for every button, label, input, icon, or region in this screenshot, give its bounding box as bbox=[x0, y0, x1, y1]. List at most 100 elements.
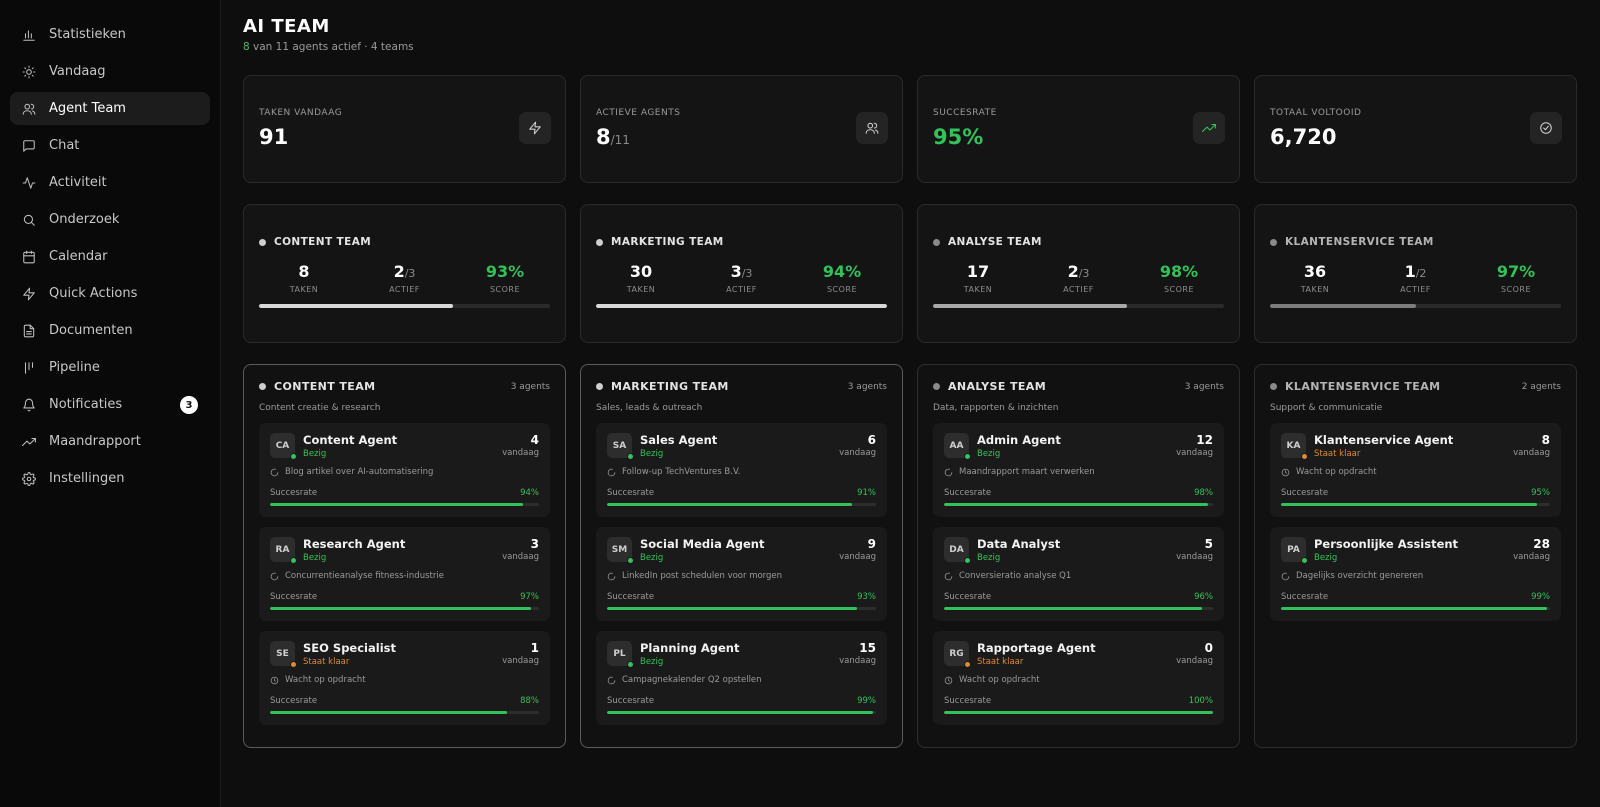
sidebar-item-instellingen[interactable]: Instellingen bbox=[10, 462, 210, 495]
metric-value: 36 bbox=[1303, 262, 1327, 281]
status-indicator bbox=[290, 557, 297, 564]
success-label: Succesrate bbox=[1281, 592, 1329, 602]
agent-task-count: 4 vandaag bbox=[502, 433, 539, 459]
success-bar-fill bbox=[944, 503, 1208, 506]
avatar-initials: RG bbox=[949, 648, 964, 659]
sidebar-item-activiteit[interactable]: Activiteit bbox=[10, 166, 210, 199]
agent-card[interactable]: AA Admin Agent Bezig 12 vandaag Maandrapport … bbox=[933, 423, 1224, 517]
agent-name: Research Agent bbox=[303, 537, 406, 551]
sidebar-item-onderzoek[interactable]: Onderzoek bbox=[10, 203, 210, 236]
agent-current-task: Campagnekalender Q2 opstellen bbox=[607, 675, 876, 685]
metric-taken: 17 TAKEN bbox=[938, 262, 1018, 294]
task-text: Blog artikel over AI-automatisering bbox=[285, 467, 434, 477]
agent-card[interactable]: RA Research Agent Bezig 3 vandaag Concurrenti… bbox=[259, 527, 550, 621]
sidebar-item-label: Activiteit bbox=[49, 175, 107, 190]
agent-card-top: RA Research Agent Bezig 3 vandaag bbox=[270, 537, 539, 564]
agent-task-count: 15 vandaag bbox=[839, 641, 876, 667]
avatar: DA bbox=[944, 537, 971, 564]
team-column: MARKETING TEAM 3 agents Sales, leads & out… bbox=[580, 364, 903, 748]
metric-value: 2/3 bbox=[1039, 262, 1119, 281]
count-number: 28 bbox=[1533, 537, 1550, 551]
count-label: vandaag bbox=[502, 552, 539, 562]
agent-card[interactable]: SM Social Media Agent Bezig 9 vandaag LinkedI… bbox=[596, 527, 887, 621]
task-text: Concurrentieanalyse fitness-industrie bbox=[285, 571, 444, 581]
team-summary-card[interactable]: KLANTENSERVICE TEAM 36 TAKEN 1/2 ACTIEF 97% SC… bbox=[1254, 204, 1577, 343]
sidebar-item-documenten[interactable]: Documenten bbox=[10, 314, 210, 347]
count-label: vandaag bbox=[1176, 448, 1213, 458]
stat-value: 91 bbox=[259, 125, 550, 149]
success-bar bbox=[607, 503, 876, 506]
agent-current-task: Dagelijks overzicht genereren bbox=[1281, 571, 1550, 581]
team-summary-header: ANALYSE TEAM bbox=[933, 236, 1224, 248]
stat-number: 91 bbox=[259, 125, 289, 149]
sidebar-item-vandaag[interactable]: Vandaag bbox=[10, 55, 210, 88]
agent-identity: SM Social Media Agent Bezig bbox=[607, 537, 764, 564]
clock-icon bbox=[1281, 468, 1296, 477]
spinner-icon bbox=[944, 468, 959, 477]
agent-current-task: Wacht op opdracht bbox=[1281, 467, 1550, 477]
agent-info: Research Agent Bezig bbox=[303, 537, 405, 563]
success-label: Succesrate bbox=[607, 592, 655, 602]
count-label: vandaag bbox=[839, 448, 876, 458]
agent-task-count: 0 vandaag bbox=[1176, 641, 1213, 667]
status-indicator bbox=[627, 453, 634, 460]
team-dot bbox=[259, 238, 266, 246]
count-number: 9 bbox=[867, 537, 876, 551]
stat-card: ACTIEVE AGENTS 8/11 bbox=[580, 75, 903, 183]
sidebar-item-statistieken[interactable]: Statistieken bbox=[10, 18, 210, 51]
agent-card[interactable]: KA Klantenservice Agent Staat klaar 8 vandaa… bbox=[1270, 423, 1561, 517]
agent-card[interactable]: SA Sales Agent Bezig 6 vandaag Follow-up Tech… bbox=[596, 423, 887, 517]
agent-card[interactable]: DA Data Analyst Bezig 5 vandaag Conversierati… bbox=[933, 527, 1224, 621]
sidebar-item-calendar[interactable]: Calendar bbox=[10, 240, 210, 273]
sidebar-item-notificaties[interactable]: Notificaties 3 bbox=[10, 388, 210, 421]
count-number: 8 bbox=[1541, 433, 1550, 447]
stat-value: 8/11 bbox=[596, 125, 887, 149]
metric-label: ACTIEF bbox=[726, 285, 757, 294]
agent-identity: CA Content Agent Bezig bbox=[270, 433, 397, 460]
success-value: 91% bbox=[857, 488, 876, 498]
team-summary-card[interactable]: MARKETING TEAM 30 TAKEN 3/3 ACTIEF 94% SCORE bbox=[580, 204, 903, 343]
sidebar-item-agent-team[interactable]: Agent Team bbox=[10, 92, 210, 125]
agent-card[interactable]: RG Rapportage Agent Staat klaar 0 vandaag Wac… bbox=[933, 631, 1224, 725]
metric-label: ACTIEF bbox=[1063, 285, 1094, 294]
team-name: CONTENT TEAM bbox=[274, 236, 372, 248]
stat-value: 95% bbox=[933, 125, 1224, 149]
team-progress-bar bbox=[259, 304, 550, 308]
success-bar-fill bbox=[1281, 607, 1548, 610]
team-name: ANALYSE TEAM bbox=[948, 236, 1042, 248]
avatar-initials: PL bbox=[613, 648, 626, 659]
team-dot bbox=[933, 238, 940, 246]
success-bar bbox=[607, 711, 876, 714]
sidebar-item-chat[interactable]: Chat bbox=[10, 129, 210, 162]
avatar-initials: RA bbox=[275, 544, 290, 555]
agent-card[interactable]: SE SEO Specialist Staat klaar 1 vandaag Wacht… bbox=[259, 631, 550, 725]
team-description: Support & communicatie bbox=[1270, 403, 1383, 413]
agent-status: Staat klaar bbox=[1314, 449, 1361, 459]
success-value: 97% bbox=[520, 592, 539, 602]
team-column-header: CONTENT TEAM 3 agents bbox=[259, 380, 550, 393]
team-summary-card[interactable]: CONTENT TEAM 8 TAKEN 2/3 ACTIEF 93% SCORE bbox=[243, 204, 566, 343]
sidebar-item-quick-actions[interactable]: Quick Actions bbox=[10, 277, 210, 310]
agent-card[interactable]: CA Content Agent Bezig 4 vandaag Blog artikel… bbox=[259, 423, 550, 517]
sidebar-item-pipeline[interactable]: Pipeline bbox=[10, 351, 210, 384]
sidebar-item-label: Pipeline bbox=[49, 360, 100, 375]
success-row: Succesrate 96% bbox=[944, 592, 1213, 602]
stat-number: 95% bbox=[933, 125, 984, 149]
sidebar-item-label: Notificaties bbox=[49, 397, 123, 412]
success-value: 88% bbox=[520, 696, 539, 706]
agent-card[interactable]: PA Persoonlijke Assistent Bezig 28 vandaag Da… bbox=[1270, 527, 1561, 621]
agent-name: Klantenservice Agent bbox=[1314, 433, 1454, 447]
success-value: 98% bbox=[1194, 488, 1213, 498]
status-indicator bbox=[1301, 557, 1308, 564]
agent-name: Admin Agent bbox=[977, 433, 1061, 447]
spinner-icon bbox=[1281, 572, 1296, 581]
metric-value: 98% bbox=[1159, 262, 1199, 281]
agent-identity: KA Klantenservice Agent Staat klaar bbox=[1281, 433, 1454, 460]
agent-card[interactable]: PL Planning Agent Bezig 15 vandaag Campagneka… bbox=[596, 631, 887, 725]
agent-task-count: 3 vandaag bbox=[502, 537, 539, 563]
team-column: ANALYSE TEAM 3 agents Data, rapporten & in… bbox=[917, 364, 1240, 748]
sidebar-item-maandrapport[interactable]: Maandrapport bbox=[10, 425, 210, 458]
success-bar-fill bbox=[944, 711, 1213, 714]
team-summary-card[interactable]: ANALYSE TEAM 17 TAKEN 2/3 ACTIEF 98% SCORE bbox=[917, 204, 1240, 343]
